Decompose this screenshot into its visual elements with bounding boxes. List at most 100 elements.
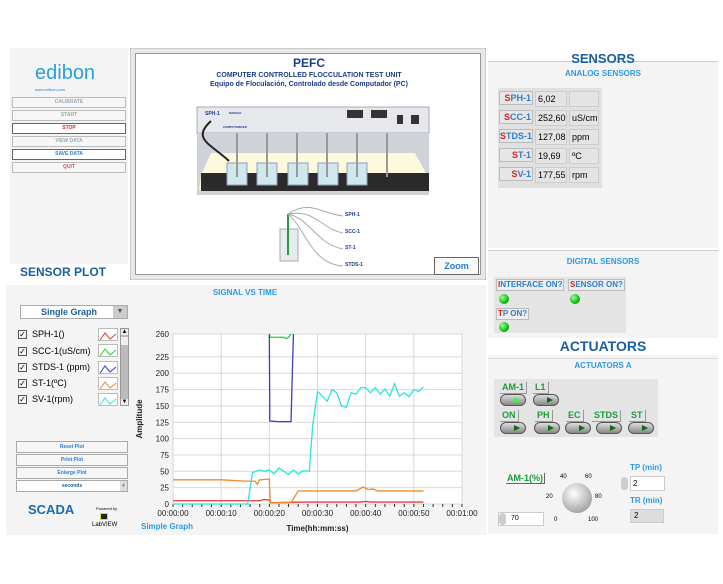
on-toggle-label: ON — [500, 410, 519, 422]
l1-toggle[interactable] — [533, 394, 559, 406]
sensor-value: 127,08 — [535, 129, 567, 145]
y-tick-label: 125 — [156, 418, 170, 427]
button-label: SAVE DATA — [55, 151, 83, 157]
x-tick-label: 00:00:10 — [206, 509, 238, 518]
sensor-on-label: SENSOR ON? — [568, 279, 625, 291]
button-label: CALIBRATE — [54, 99, 84, 105]
am1-stepper[interactable] — [499, 513, 506, 525]
unit-diagram-panel: PEFC COMPUTER CONTROLLED FLOCCULATION TE… — [130, 48, 486, 280]
probe-label-stds: STDS-1 — [345, 262, 363, 268]
series-line-scc-1-us-cm- — [268, 333, 292, 340]
unit-title: PEFC — [292, 56, 325, 70]
y-axis-label: Amplitude — [135, 399, 144, 439]
legend-item-sv[interactable]: ✓ SV-1(rpm) — [18, 393, 73, 407]
legend-swatch — [98, 360, 118, 374]
sensor-name: SV-1 — [499, 167, 533, 181]
checkbox-icon[interactable]: ✓ — [18, 395, 27, 405]
view-data-button[interactable]: VIEW DATA — [12, 136, 126, 147]
enlarge-plot-button[interactable]: Enlarge Plot — [16, 467, 128, 479]
x-tick-label: 00:00:00 — [157, 509, 189, 518]
knob-scale-100: 100 — [588, 517, 599, 523]
flocculation-unit-diagram — [196, 106, 430, 267]
am1-toggle[interactable] — [500, 394, 526, 406]
print-plot-button[interactable]: Print Plot — [16, 454, 128, 466]
st-toggle-label: ST — [629, 410, 646, 422]
edibon-logo: edibon — [35, 56, 115, 86]
calibrate-button[interactable]: CALIBRATE — [12, 97, 126, 108]
time-units-value: seconds — [61, 483, 83, 489]
ph-toggle[interactable] — [534, 422, 560, 434]
legend-label: STDS-1 (ppm) — [32, 362, 91, 372]
actuators-title: ACTUATORS — [488, 338, 718, 355]
logo-url: www.edibon.com — [35, 87, 66, 92]
interface-on-label: INTERFACE ON? — [496, 279, 565, 291]
knob-scale-0: 0 — [554, 517, 558, 523]
x-axis-label: Time(hh:mm:ss) — [286, 524, 348, 533]
x-tick-label: 00:00:40 — [350, 509, 382, 518]
series-line-sv-1-rpm- — [173, 381, 424, 505]
sensor-unit: rpm — [569, 167, 599, 183]
legend-item-stds[interactable]: ✓ STDS-1 (ppm) — [18, 361, 90, 375]
l1-toggle-label: L1 — [533, 382, 549, 394]
time-units-select[interactable]: seconds ▾ — [16, 480, 128, 492]
stds-toggle[interactable] — [596, 422, 622, 434]
tp-label: TP (min) — [630, 463, 662, 472]
x-tick-label: 00:00:50 — [398, 509, 430, 518]
labview-icon — [100, 513, 108, 520]
tr-value: 2 — [634, 511, 639, 520]
ph-toggle-label: PH — [535, 410, 553, 422]
sensor-name: STDS-1 — [499, 129, 533, 143]
start-button[interactable]: START — [12, 110, 126, 121]
scada-logo: SCADA — [28, 502, 75, 517]
graph-mode-select[interactable]: Single Graph ▼ — [20, 305, 128, 319]
knob-scale-80: 80 — [595, 494, 602, 500]
checkbox-icon[interactable]: ✓ — [18, 330, 27, 340]
quit-button[interactable]: QUIT — [12, 162, 126, 173]
tp-field[interactable]: 2 — [630, 476, 665, 491]
am1-percent-label: AM-1(%) — [506, 473, 545, 484]
scroll-up-icon[interactable]: ▲ — [121, 329, 128, 335]
st-toggle[interactable] — [628, 422, 654, 434]
ec-toggle[interactable] — [565, 422, 591, 434]
sensor-name: SCC-1 — [499, 110, 533, 124]
checkbox-icon[interactable]: ✓ — [18, 363, 27, 373]
legend-scrollbar[interactable]: ▲ ▼ — [120, 328, 129, 406]
actuators-a-title: ACTUATORS A — [488, 358, 718, 370]
am1-value-field[interactable]: 70 — [498, 512, 544, 526]
y-tick-label: 25 — [160, 484, 169, 493]
reset-plot-button[interactable]: Reset Plot — [16, 441, 128, 453]
unit-subtitle: COMPUTER CONTROLLED FLOCCULATION TEST UN… — [216, 72, 402, 79]
sensor-value: 19,69 — [535, 148, 567, 164]
on-toggle[interactable] — [500, 422, 526, 434]
am1-value: 70 — [511, 515, 519, 522]
x-tick-label: 00:00:20 — [254, 509, 286, 518]
analog-row-sv: SV-1 177,55 rpm — [499, 167, 601, 183]
tp-on-led — [499, 322, 509, 332]
scroll-down-icon[interactable]: ▼ — [121, 399, 128, 405]
zoom-button[interactable]: Zoom — [434, 257, 479, 275]
am1-knob[interactable] — [562, 483, 592, 513]
legend-item-sph[interactable]: ✓ SPH-1() — [18, 328, 65, 342]
sensors-title: SENSORS — [571, 51, 635, 66]
legend-item-scc[interactable]: ✓ SCC-1(uS/cm) — [18, 345, 91, 359]
manual-label: MANUAL — [229, 111, 242, 115]
x-tick-label: 00:00:30 — [302, 509, 334, 518]
am1-toggle-label: AM-1 — [500, 382, 527, 394]
checkbox-icon[interactable]: ✓ — [18, 347, 27, 357]
stop-button[interactable]: STOP — [12, 123, 126, 134]
knob-scale-20: 20 — [546, 494, 553, 500]
computerized-label: COMPUTERIZED — [223, 125, 247, 129]
tr-label: TR (min) — [630, 496, 663, 505]
probe-label-sph: SPH-1 — [345, 212, 360, 218]
checkbox-icon[interactable]: ✓ — [18, 379, 27, 389]
logo-text: edibon — [35, 62, 96, 84]
digital-sensors-title: DIGITAL SENSORS — [566, 257, 640, 266]
series-line-stds-1-ppm- — [268, 333, 295, 423]
legend-item-st[interactable]: ✓ ST-1(ºC) — [18, 377, 67, 391]
sensor-on-led — [570, 294, 580, 304]
scroll-thumb[interactable] — [121, 337, 128, 345]
tp-stepper[interactable] — [621, 477, 628, 490]
chevron-down-icon: ▼ — [113, 306, 127, 318]
save-data-button[interactable]: SAVE DATA — [12, 149, 126, 160]
tp-value: 2 — [633, 479, 638, 488]
